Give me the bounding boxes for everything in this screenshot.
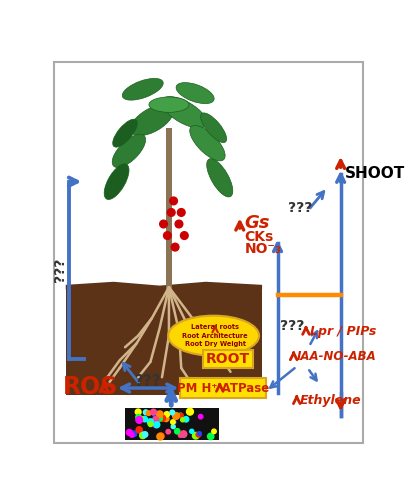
Circle shape (166, 430, 171, 434)
Circle shape (142, 416, 147, 422)
Circle shape (181, 432, 186, 437)
Bar (66, 287, 262, 395)
Circle shape (177, 208, 185, 216)
Ellipse shape (207, 158, 233, 197)
Circle shape (163, 416, 169, 422)
Circle shape (153, 421, 159, 428)
Circle shape (136, 426, 142, 433)
Text: ???: ??? (288, 201, 312, 215)
Circle shape (197, 432, 201, 436)
Circle shape (147, 419, 153, 425)
Circle shape (171, 244, 179, 251)
Circle shape (171, 424, 175, 428)
Circle shape (142, 432, 148, 437)
Circle shape (153, 416, 159, 422)
Ellipse shape (176, 82, 214, 103)
Circle shape (146, 411, 151, 416)
Circle shape (140, 432, 146, 438)
Circle shape (196, 432, 201, 437)
Text: ROOT: ROOT (206, 352, 250, 366)
Ellipse shape (149, 97, 189, 112)
Circle shape (139, 430, 143, 434)
Circle shape (172, 420, 176, 424)
Circle shape (126, 430, 132, 436)
Circle shape (180, 232, 188, 239)
Circle shape (208, 433, 214, 440)
Circle shape (167, 208, 175, 216)
Ellipse shape (112, 134, 146, 168)
Circle shape (151, 409, 156, 415)
Text: ???: ??? (280, 318, 304, 332)
Text: CKs: CKs (244, 230, 274, 244)
Text: SHOOT: SHOOT (345, 166, 405, 182)
Circle shape (131, 431, 137, 436)
Text: Lpr / PIPs: Lpr / PIPs (310, 324, 376, 338)
Circle shape (148, 422, 153, 426)
FancyBboxPatch shape (203, 350, 253, 368)
Circle shape (157, 416, 162, 421)
Circle shape (138, 416, 143, 422)
Circle shape (159, 415, 166, 422)
Circle shape (157, 433, 164, 440)
Circle shape (152, 410, 158, 416)
Circle shape (190, 430, 194, 434)
FancyBboxPatch shape (180, 378, 265, 398)
Ellipse shape (201, 113, 227, 142)
Circle shape (178, 413, 183, 418)
Circle shape (193, 432, 199, 439)
Text: Ethylene: Ethylene (300, 394, 361, 407)
Ellipse shape (122, 78, 163, 100)
Circle shape (135, 409, 141, 415)
Ellipse shape (104, 164, 129, 200)
Circle shape (199, 414, 203, 419)
Bar (166, 128, 172, 294)
Circle shape (173, 412, 179, 420)
Circle shape (186, 408, 193, 415)
Circle shape (170, 197, 177, 205)
Ellipse shape (190, 126, 225, 161)
Text: NO⁻₃: NO⁻₃ (244, 242, 281, 256)
Polygon shape (66, 282, 262, 290)
Ellipse shape (113, 119, 138, 147)
Circle shape (181, 418, 185, 422)
Circle shape (179, 414, 183, 418)
Ellipse shape (168, 316, 259, 356)
Text: ROS: ROS (63, 375, 118, 399)
Ellipse shape (131, 104, 173, 136)
Circle shape (175, 428, 180, 434)
Circle shape (178, 433, 182, 438)
Text: ???: ??? (53, 258, 67, 281)
Text: PM H⁺ ATPase: PM H⁺ ATPase (177, 382, 269, 394)
Circle shape (160, 220, 167, 228)
Circle shape (183, 416, 189, 422)
Circle shape (143, 410, 148, 414)
Circle shape (129, 432, 134, 437)
Circle shape (136, 416, 142, 424)
Circle shape (175, 220, 183, 228)
Text: IAA-NO-ABA: IAA-NO-ABA (297, 350, 376, 363)
Circle shape (154, 422, 160, 428)
Circle shape (212, 429, 216, 434)
Circle shape (171, 420, 175, 424)
Circle shape (164, 232, 171, 239)
Circle shape (164, 412, 170, 417)
Ellipse shape (162, 96, 207, 128)
Bar (125, 408, 219, 440)
Text: Gs: Gs (244, 214, 270, 232)
Circle shape (157, 411, 163, 418)
Text: ???: ??? (135, 374, 162, 390)
Circle shape (136, 414, 141, 420)
Circle shape (180, 431, 187, 437)
Circle shape (158, 433, 164, 439)
Text: Lateral roots
Root Architecture
Root Dry Weight: Lateral roots Root Architecture Root Dry… (182, 324, 248, 347)
Circle shape (170, 410, 175, 415)
